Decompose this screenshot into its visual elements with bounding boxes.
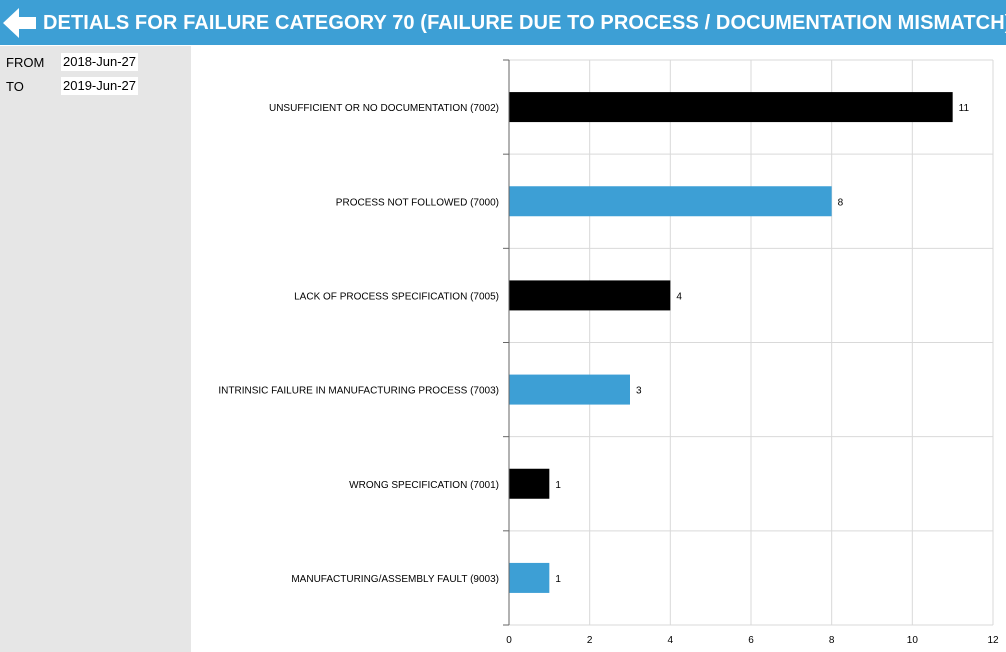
category-label: LACK OF PROCESS SPECIFICATION (7005): [294, 291, 499, 302]
x-tick-label: 2: [587, 635, 593, 646]
value-label: 8: [838, 197, 844, 208]
page-header: DETIALS FOR FAILURE CATEGORY 70 (FAILURE…: [0, 0, 1006, 46]
bar: [509, 92, 953, 123]
value-label: 4: [676, 291, 682, 302]
to-date-field[interactable]: 2019-Jun-27: [61, 77, 138, 95]
category-label: INTRINSIC FAILURE IN MANUFACTURING PROCE…: [218, 386, 499, 397]
x-tick-label: 8: [829, 635, 835, 646]
back-arrow-icon[interactable]: [2, 6, 38, 40]
x-tick-label: 12: [987, 635, 999, 646]
x-tick-label: 0: [506, 635, 512, 646]
x-tick-label: 4: [668, 635, 674, 646]
x-tick-label: 6: [748, 635, 754, 646]
category-label: PROCESS NOT FOLLOWED (7000): [336, 197, 499, 208]
page-title: DETIALS FOR FAILURE CATEGORY 70 (FAILURE…: [43, 12, 1006, 34]
chart-bars: [509, 92, 953, 593]
bar: [509, 468, 550, 499]
value-label: 1: [555, 480, 561, 491]
bar: [509, 562, 550, 593]
category-label: UNSUFFICIENT OR NO DOCUMENTATION (7002): [269, 103, 499, 114]
bar: [509, 186, 832, 217]
category-label: WRONG SPECIFICATION (7001): [349, 480, 499, 491]
value-label: 11: [959, 103, 970, 114]
from-date-field[interactable]: 2018-Jun-27: [61, 53, 138, 71]
bar: [509, 374, 630, 405]
value-label: 1: [555, 574, 561, 585]
bar: [509, 280, 671, 311]
value-label: 3: [636, 386, 642, 397]
date-filter-panel: FROM 2018-Jun-27 TO 2019-Jun-27: [0, 46, 191, 652]
failure-bar-chart: UNSUFFICIENT OR NO DOCUMENTATION (7002) 1…: [218, 59, 999, 646]
to-label: TO: [6, 79, 24, 94]
chart-grid: [509, 59, 994, 626]
from-label: FROM: [6, 55, 45, 70]
chart-axes: UNSUFFICIENT OR NO DOCUMENTATION (7002) 1…: [218, 59, 999, 646]
x-tick-label: 10: [907, 635, 919, 646]
category-label: MANUFACTURING/ASSEMBLY FAULT (9003): [291, 574, 499, 585]
